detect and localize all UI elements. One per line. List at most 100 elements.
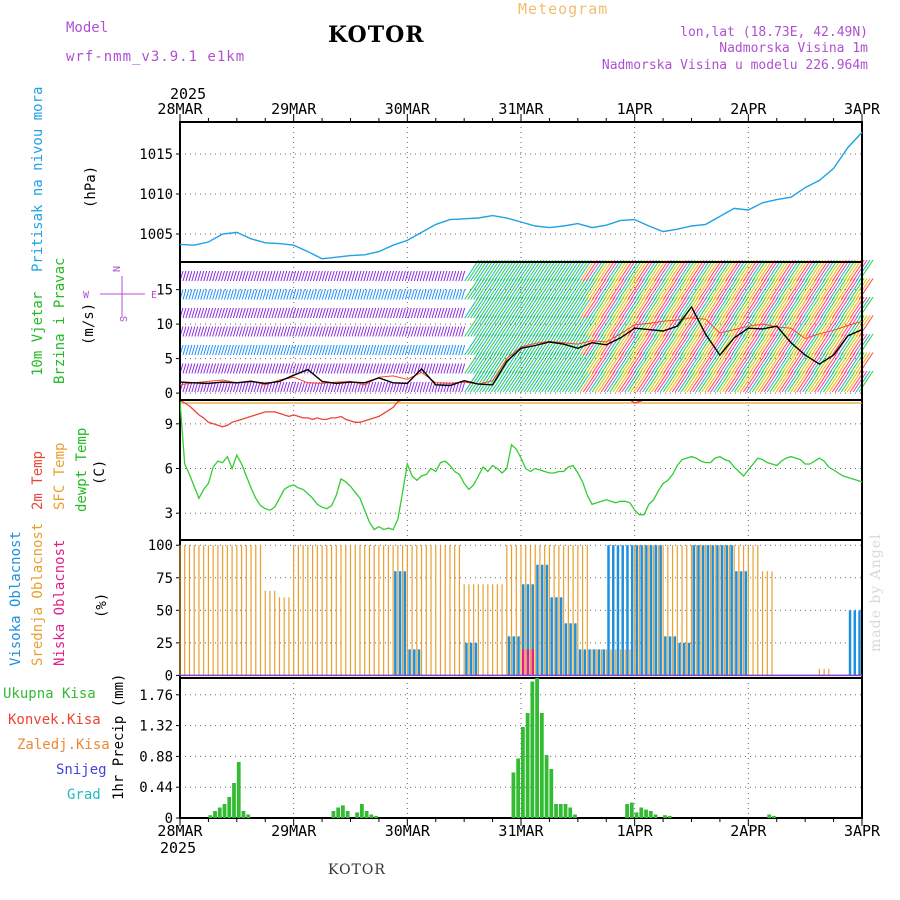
footer-location: KOTOR — [328, 862, 386, 878]
wind-barb — [526, 296, 542, 319]
wind-barb — [603, 352, 619, 374]
wind-barb — [541, 352, 557, 374]
date-tick-label-bottom: 28MAR — [157, 822, 203, 840]
wind-barb — [425, 326, 430, 337]
wind-barb — [698, 315, 714, 337]
wind-barb — [686, 278, 702, 300]
wind-barb — [778, 315, 794, 337]
wind-barb — [372, 289, 377, 300]
legend-hail: Grad — [67, 787, 101, 803]
wind-barb — [748, 259, 764, 282]
wind-barb — [713, 296, 729, 319]
wind-barb — [520, 370, 536, 393]
wind-barb — [603, 278, 619, 300]
wind-barb — [689, 278, 705, 300]
wind-barb — [452, 363, 457, 374]
wind-barb — [731, 259, 746, 282]
wind-barb — [837, 259, 853, 282]
wind-barb — [517, 278, 533, 300]
wind-barb — [455, 307, 460, 319]
wind-barb — [843, 296, 859, 319]
wind-barb — [458, 289, 463, 300]
wind-barb — [710, 370, 726, 393]
wind-barb — [716, 259, 732, 282]
wind-barb — [713, 259, 729, 282]
wind-barb — [461, 307, 466, 319]
wind-barb — [579, 278, 595, 300]
wind-barb — [449, 344, 454, 356]
wind-barb — [351, 270, 356, 282]
wind-barb — [520, 259, 536, 282]
wind-barb — [244, 381, 249, 393]
wind-barb — [787, 370, 803, 393]
wind-barb — [740, 259, 755, 282]
wind-barb — [656, 278, 672, 300]
wind-barb — [689, 370, 705, 393]
wind-barb — [659, 370, 675, 393]
wind-barb — [218, 326, 223, 337]
wind-barb — [725, 278, 741, 300]
wind-barb — [710, 352, 726, 374]
wind-barb — [324, 326, 329, 337]
wind-barb — [283, 289, 288, 300]
wind-barb — [262, 344, 267, 356]
wind-barb — [384, 270, 389, 282]
cloud-high-bar — [645, 545, 648, 676]
wind-barb — [280, 289, 285, 300]
wind-barb — [784, 333, 800, 356]
wind-barb — [547, 352, 563, 374]
wind-barb — [366, 326, 371, 337]
wind-barb — [811, 370, 827, 393]
wind-barb — [188, 363, 193, 374]
wind-barb — [209, 307, 214, 319]
wind-barb — [505, 333, 521, 356]
wind-barb — [283, 363, 288, 374]
pressure-tick-label: 1010 — [139, 187, 173, 203]
wind-barb — [238, 270, 243, 282]
precip-bar — [208, 815, 213, 818]
wind-barb — [686, 259, 702, 282]
location-lonlat: lon,lat (18.73E, 42.49N) — [680, 25, 868, 40]
wind-barb — [485, 278, 500, 300]
cloud-high-bar — [848, 610, 852, 676]
wind-barb — [437, 326, 442, 337]
wind-barb — [401, 344, 406, 356]
wind-barb — [476, 259, 491, 282]
wind-barb — [692, 333, 708, 356]
wind-barb — [710, 333, 726, 356]
wind-barb — [541, 259, 557, 282]
wind-barb — [437, 289, 442, 300]
wind-barb — [271, 270, 276, 282]
precip-bar — [644, 809, 648, 818]
wind-barb — [855, 352, 871, 374]
wind-barb — [553, 259, 569, 282]
wind-barb — [209, 270, 214, 282]
wind-barb — [298, 289, 303, 300]
wind-barb — [814, 259, 829, 282]
wind-barb — [591, 259, 607, 282]
wind-barb — [668, 296, 684, 319]
wind-barb — [831, 315, 847, 337]
wind-barb — [485, 352, 500, 374]
wind-barb — [716, 296, 732, 319]
wind-barb — [499, 296, 515, 319]
wind-barb — [665, 259, 681, 282]
wind-barb — [573, 259, 589, 282]
wind-barb — [766, 296, 782, 319]
wind-barb — [324, 344, 329, 356]
wind-barb — [606, 259, 622, 282]
wind-barb — [668, 259, 684, 282]
wind-barb — [493, 259, 509, 282]
wind-barb — [363, 363, 368, 374]
wind-barb — [722, 315, 738, 337]
wind-barb — [502, 333, 518, 356]
wind-barb — [502, 352, 518, 374]
wind-barb — [301, 344, 306, 356]
wind-barb — [378, 326, 383, 337]
wind-barb — [407, 307, 412, 319]
wind-barb — [793, 370, 809, 393]
cloud-high-bar — [588, 649, 591, 676]
wind-barb — [603, 259, 619, 282]
wind-barb — [710, 259, 726, 282]
wind-barb — [206, 289, 211, 300]
